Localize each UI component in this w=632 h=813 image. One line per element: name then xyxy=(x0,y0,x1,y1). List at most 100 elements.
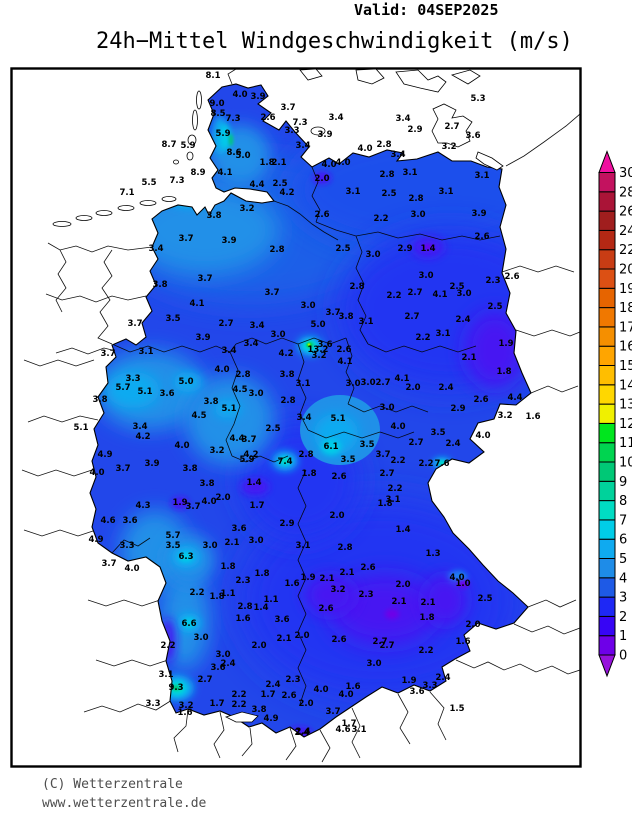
wind-value-label: 4.2 xyxy=(278,349,293,359)
wind-value-label: 3.1 xyxy=(345,187,360,197)
legend-tick-label: 0 xyxy=(619,649,627,664)
wind-value-label: 4.2 xyxy=(279,188,294,198)
legend-cell xyxy=(598,519,616,540)
wind-value-label: 3.0 xyxy=(366,659,381,669)
wind-value-label: 2.5 xyxy=(487,302,502,312)
legend-cell xyxy=(598,635,616,656)
legend-tick-label: 5 xyxy=(619,552,627,567)
island xyxy=(196,90,202,110)
copyright-label: (C) Wetterzentrale xyxy=(42,777,183,792)
wind-value-label: 5.1 xyxy=(137,387,152,397)
island xyxy=(75,215,93,221)
wind-value-label: 2.4 xyxy=(445,439,460,449)
wind-value-label: 3.4 xyxy=(221,346,236,356)
wind-value-label: 3.7 xyxy=(100,349,115,359)
wind-value-label: 5.0 xyxy=(310,320,325,330)
wind-value-label: 3.0 xyxy=(360,378,375,388)
wind-speed-blob xyxy=(215,400,241,418)
wind-value-label: 1.4 xyxy=(420,244,435,254)
wind-value-label: 4.4 xyxy=(249,180,264,190)
wind-value-label: 1.6 xyxy=(455,637,470,647)
country-border-line xyxy=(319,729,331,763)
wind-value-label: 2.0 xyxy=(329,511,344,521)
wind-value-label: 1.8 xyxy=(301,469,316,479)
wind-value-label: 3.4 xyxy=(249,321,264,331)
wind-value-label: 2.6 xyxy=(336,345,351,355)
wind-value-label: 3.7 xyxy=(241,435,256,445)
wind-value-label: 2.1 xyxy=(319,574,334,584)
legend-tick-label: 30 xyxy=(619,166,632,181)
wind-value-label: 2.7 xyxy=(444,122,459,132)
state-border-line xyxy=(111,537,151,554)
wind-value-label: 5.1 xyxy=(73,423,88,433)
wind-value-label: 1.3 xyxy=(425,549,440,559)
wind-value-label: 2.4 xyxy=(294,728,309,738)
country-border-line xyxy=(513,623,580,635)
wind-value-label: 1.9 xyxy=(498,339,513,349)
wind-value-label: 4.0 xyxy=(89,468,104,478)
wind-value-label: 3.0 xyxy=(379,403,394,413)
legend-cell xyxy=(598,500,616,521)
wind-value-label: 1.0 xyxy=(455,579,470,589)
country-border-line xyxy=(87,599,161,607)
wind-value-label: 3.5 xyxy=(165,541,180,551)
country-border-line xyxy=(45,293,147,303)
wind-value-label: 3.2 xyxy=(441,142,456,152)
wind-value-label: 3.5 xyxy=(165,314,180,324)
legend-cell xyxy=(598,268,616,289)
wind-value-label: 6.1 xyxy=(323,442,338,452)
wind-value-label: 3.6 xyxy=(409,687,424,697)
wind-value-label: 2.8 xyxy=(337,543,352,553)
legend-cell xyxy=(598,210,616,231)
wind-value-label: 4.0 xyxy=(335,158,350,168)
wind-speed-blob xyxy=(465,312,525,388)
legend-tick-label: 3 xyxy=(619,591,627,606)
state-border-line xyxy=(355,235,369,345)
wind-value-label: 2.9 xyxy=(407,125,422,135)
wind-value-label: 4.4 xyxy=(507,393,522,403)
legend-cell xyxy=(598,345,616,367)
wind-value-label: 5.3 xyxy=(470,94,485,104)
wind-value-label: 3.7 xyxy=(375,450,390,460)
wind-speed-blob xyxy=(305,575,355,615)
wind-value-label: 3.7 xyxy=(127,319,142,329)
legend-cell xyxy=(598,615,616,637)
wind-value-label: 3.7 xyxy=(325,308,340,318)
wind-value-label: 2.4 xyxy=(455,315,470,325)
wind-value-label: 2.6 xyxy=(474,232,489,242)
wind-speed-blob xyxy=(281,458,289,464)
wind-value-label: 3.4 xyxy=(390,150,405,160)
wind-value-label: 2.2 xyxy=(415,333,430,343)
wind-value-label: 3.1 xyxy=(474,171,489,181)
legend-cell xyxy=(598,596,616,617)
wind-value-label: 4.1 xyxy=(217,168,232,178)
wind-value-label: 1.6 xyxy=(177,708,192,718)
wind-speed-blob xyxy=(220,124,230,150)
wind-value-labels: 8.14.0 3.99.08.5 7.33.72.65.97.33.38.7 5.98… xyxy=(73,71,540,738)
wind-value-label: 4.1 xyxy=(337,357,352,367)
wind-value-label: 2.2 xyxy=(231,700,246,710)
wind-value-label: 2.4 xyxy=(438,383,453,393)
wind-value-label: 2.5 xyxy=(272,179,287,189)
state-border-line xyxy=(231,455,289,463)
wind-value-label: 3.8 xyxy=(199,479,214,489)
wind-value-label: 3.9 xyxy=(250,92,265,102)
country-border-line xyxy=(95,659,169,667)
country-border-line xyxy=(213,711,225,759)
legend-tick-label: 15 xyxy=(619,359,632,374)
map-title: 24h−Mittel Windgeschwindigkeit (m/s) xyxy=(96,29,573,54)
wind-value-label: 1.6 xyxy=(345,682,360,692)
wind-speed-blob xyxy=(307,343,311,346)
wind-value-label: 4.9 xyxy=(88,535,103,545)
country-border-line xyxy=(515,329,580,337)
wind-value-label: 3.4 xyxy=(132,422,147,432)
wind-value-label: 1.7 xyxy=(209,699,224,709)
legend-cell xyxy=(598,191,616,212)
wind-value-label: 4.4 xyxy=(229,434,244,444)
wind-value-label: 2.6 xyxy=(318,604,333,614)
wind-value-label: 2.2 xyxy=(160,641,175,651)
wind-value-label: 3.8 xyxy=(182,464,197,474)
legend-cell xyxy=(598,384,616,405)
legend-tick-label: 22 xyxy=(619,243,632,258)
